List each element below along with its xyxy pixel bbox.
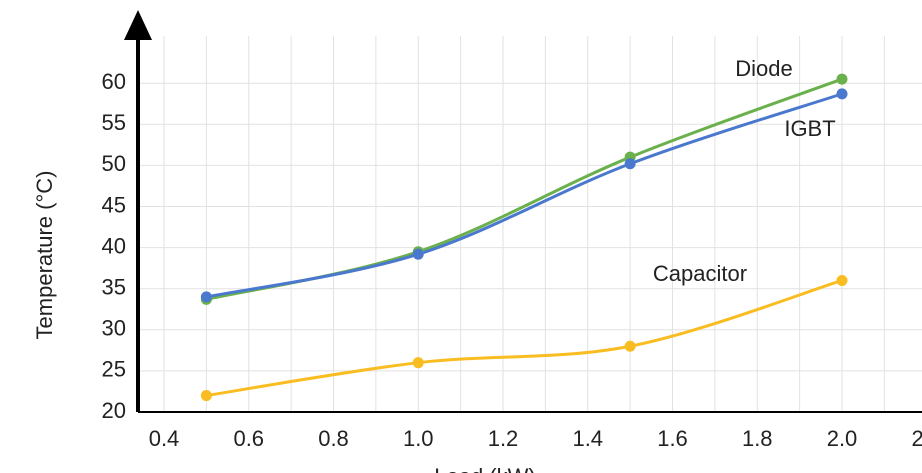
y-tick-label: 25 <box>102 357 126 382</box>
series-line-capacitor <box>206 279 843 398</box>
data-point-igbt <box>836 88 848 100</box>
data-point-igbt <box>200 291 212 303</box>
series-points <box>200 73 848 402</box>
y-axis-label: Temperature (°C) <box>32 171 57 340</box>
x-tick-label: 2.2 <box>911 426 922 451</box>
x-tick-label: 1.2 <box>488 426 519 451</box>
data-point-capacitor <box>412 357 424 369</box>
x-tick-label: 0.6 <box>233 426 264 451</box>
y-tick-label: 45 <box>102 192 126 217</box>
x-tick-label: 1.4 <box>572 426 603 451</box>
y-tick-label: 40 <box>102 233 126 258</box>
data-point-capacitor <box>200 390 212 402</box>
grid <box>138 36 922 412</box>
y-tick-labels: 20 25 30 35 40 45 50 55 60 <box>102 69 126 423</box>
y-tick-label: 60 <box>102 69 126 94</box>
data-point-igbt <box>624 158 636 170</box>
x-tick-label: 1.8 <box>742 426 773 451</box>
y-axis-arrow <box>124 10 152 40</box>
data-point-diode <box>836 73 848 85</box>
series-line-igbt <box>206 92 843 299</box>
axes <box>124 10 922 413</box>
x-tick-label: 0.4 <box>149 426 180 451</box>
y-tick-label: 20 <box>102 398 126 423</box>
series-labels: Diode IGBT Capacitor <box>653 56 836 286</box>
y-tick-label: 30 <box>102 316 126 341</box>
series-lines <box>206 77 843 398</box>
x-axis-label: Load (kW) <box>434 464 535 473</box>
y-tick-label: 35 <box>102 275 126 300</box>
data-point-capacitor <box>624 340 636 352</box>
x-tick-label: 1.6 <box>657 426 688 451</box>
x-tick-label: 1.0 <box>403 426 434 451</box>
y-tick-label: 50 <box>102 151 126 176</box>
x-tick-label: 2.0 <box>827 426 858 451</box>
data-point-igbt <box>412 248 424 260</box>
data-point-capacitor <box>836 274 848 286</box>
series-label-diode: Diode <box>735 56 792 81</box>
series-label-igbt: IGBT <box>784 116 835 141</box>
x-tick-label: 0.8 <box>318 426 349 451</box>
series-label-capacitor: Capacitor <box>653 261 747 286</box>
y-tick-label: 55 <box>102 110 126 135</box>
x-tick-labels: 0.4 0.6 0.8 1.0 1.2 1.4 1.6 1.8 2.0 2.2 <box>149 426 922 451</box>
